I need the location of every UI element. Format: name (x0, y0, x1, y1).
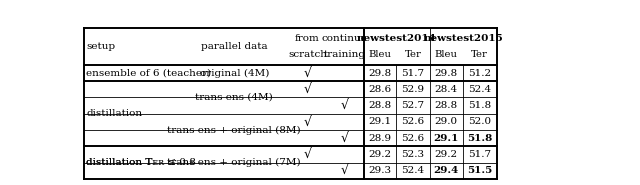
Text: √: √ (303, 83, 312, 96)
Text: Ter: Ter (404, 50, 422, 59)
Text: ensemble of 6 (teacher): ensemble of 6 (teacher) (86, 69, 212, 78)
Text: 52.4: 52.4 (401, 166, 424, 175)
Text: 29.3: 29.3 (369, 166, 392, 175)
Text: 29.2: 29.2 (435, 150, 458, 159)
Text: 28.9: 28.9 (369, 134, 392, 143)
Text: 51.7: 51.7 (468, 150, 492, 159)
Text: trans ens + original (8M): trans ens + original (8M) (168, 125, 301, 135)
Text: 29.0: 29.0 (435, 117, 458, 126)
Text: trans ens (4M): trans ens (4M) (195, 93, 273, 102)
Text: √: √ (303, 115, 312, 128)
Text: 51.8: 51.8 (468, 101, 492, 110)
Text: 51.5: 51.5 (467, 166, 492, 175)
Text: 29.8: 29.8 (435, 69, 458, 78)
Text: newstest2015: newstest2015 (423, 34, 503, 43)
Text: original (4M): original (4M) (200, 68, 269, 78)
Text: training: training (324, 50, 365, 59)
Text: distillation: distillation (86, 109, 143, 118)
Text: distillation T: distillation T (86, 158, 153, 167)
Text: 28.6: 28.6 (369, 85, 392, 94)
Text: 29.2: 29.2 (369, 150, 392, 159)
Text: 52.9: 52.9 (401, 85, 424, 94)
Text: √: √ (303, 148, 312, 161)
Text: from: from (295, 34, 320, 43)
Text: 29.8: 29.8 (369, 69, 392, 78)
Text: 52.6: 52.6 (401, 134, 424, 143)
Text: Bleu: Bleu (369, 50, 392, 59)
Text: 51.2: 51.2 (468, 69, 492, 78)
Text: distillation Tᴇʀ ≤ 0.8: distillation Tᴇʀ ≤ 0.8 (86, 158, 196, 167)
Text: trans ens + original (7M): trans ens + original (7M) (168, 158, 301, 167)
Text: 52.6: 52.6 (401, 117, 424, 126)
Text: 28.4: 28.4 (435, 85, 458, 94)
Text: setup: setup (86, 42, 116, 51)
Text: 51.8: 51.8 (467, 134, 492, 143)
Text: 52.0: 52.0 (468, 117, 492, 126)
Text: 28.8: 28.8 (435, 101, 458, 110)
Text: parallel data: parallel data (201, 42, 268, 51)
Text: Bleu: Bleu (435, 50, 458, 59)
Text: √: √ (340, 164, 349, 177)
Text: Ter: Ter (471, 50, 488, 59)
Text: 52.4: 52.4 (468, 85, 492, 94)
Text: 52.7: 52.7 (401, 101, 424, 110)
Text: √: √ (303, 67, 312, 80)
Text: newstest2014: newstest2014 (357, 34, 436, 43)
Text: 52.3: 52.3 (401, 150, 424, 159)
Text: 28.8: 28.8 (369, 101, 392, 110)
Text: 29.4: 29.4 (434, 166, 459, 175)
Text: 51.7: 51.7 (401, 69, 424, 78)
Text: √: √ (340, 132, 349, 145)
Text: √: √ (340, 99, 349, 112)
Text: scratch: scratch (288, 50, 327, 59)
Text: continue: continue (322, 34, 367, 43)
Text: 29.1: 29.1 (369, 117, 392, 126)
Text: 29.1: 29.1 (434, 134, 459, 143)
